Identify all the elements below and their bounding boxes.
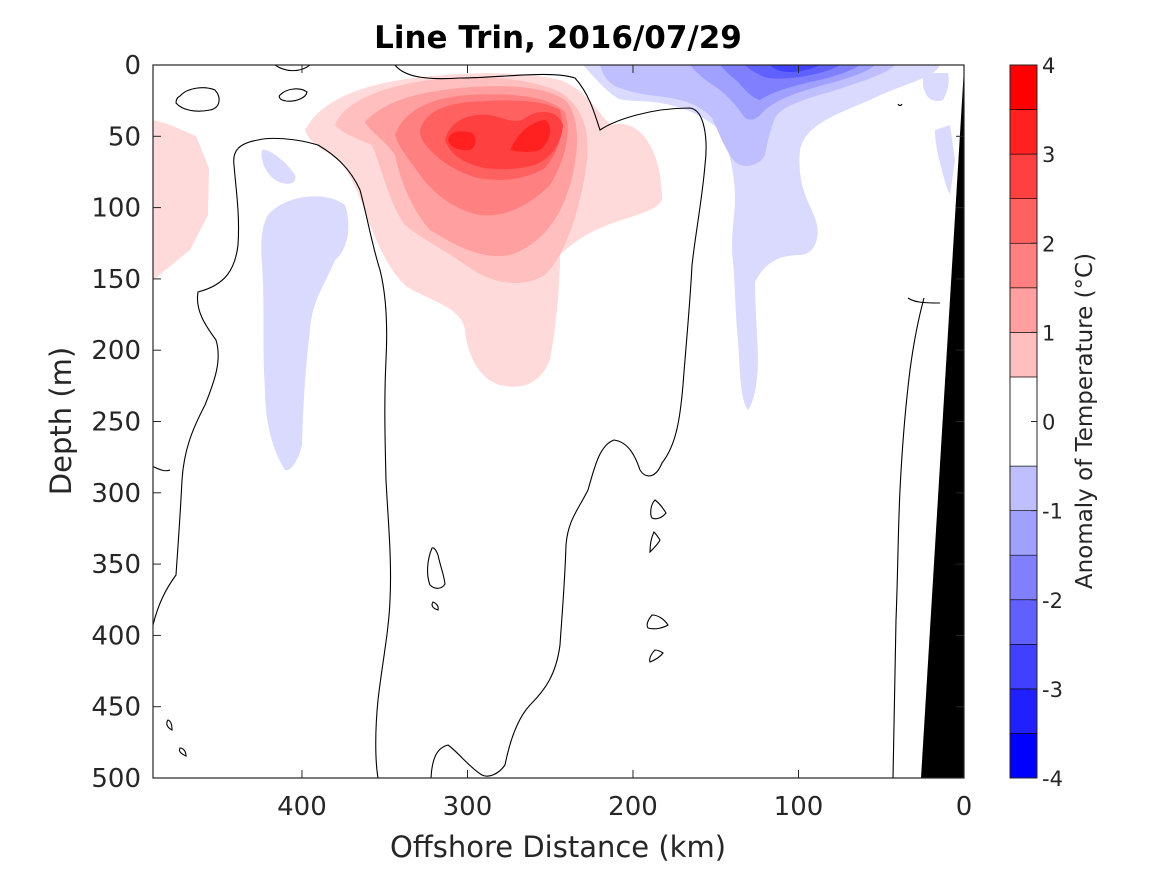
zero-contour-16 [178,747,187,757]
zero-contour-5 [907,297,941,304]
zero-contour-1 [274,65,311,72]
zero-contour-7 [175,87,220,112]
contour-fills [153,65,955,471]
x-tick-label-100: 100 [774,792,824,822]
y-axis-label: Depth (m) [44,347,78,495]
x-tick-label-0: 0 [956,792,973,822]
colorbar-tick-label--1: -1 [1042,500,1063,524]
cold-column-offshore [261,196,349,471]
zero-contour-9 [650,499,667,520]
y-tick-label-0: 0 [124,51,141,81]
colorbar-band-4 [1009,599,1038,645]
y-tick-label-200: 200 [91,336,141,366]
zero-contour-11 [646,614,669,630]
y-tick-label-150: 150 [91,265,141,295]
colorbar-tick-label-0: 0 [1042,411,1055,435]
colorbar-band-6 [1009,510,1038,556]
colorbar-band-14 [1009,109,1038,155]
colorbar: 4 3 2 1 0 -1 -2 -3 -4 [1009,54,1063,791]
zero-contour-4 [153,465,171,472]
axis-ticks: 400 300 200 100 0 0 50 100 150 200 250 300 350 400 450… [91,51,972,822]
zero-contour-10 [649,531,661,554]
x-tick-label-300: 300 [443,792,493,822]
warm-core-max-west [448,131,476,151]
warm-core-max-east [510,120,551,152]
colorbar-band-top [1009,64,1038,110]
zero-contour-3 [153,137,392,778]
y-tick-label-450: 450 [91,693,141,723]
zero-contour-6 [892,297,925,778]
colorbar-tick-label-2: 2 [1042,232,1055,256]
y-tick-label-50: 50 [108,122,141,152]
colorbar-label: Anomaly of Temperature (°C) [1072,253,1098,589]
colorbar-tick-label-1: 1 [1042,321,1055,345]
colorbar-band-11 [1009,242,1038,289]
zero-contour-12 [649,649,664,663]
cold-nearshore-band [583,65,940,410]
cold-patch-coastal-upper [922,73,949,102]
zero-contour-14 [431,601,439,611]
zero-contour-lines [153,65,941,778]
x-axis-label: Offshore Distance (km) [390,830,726,864]
colorbar-band-12 [1009,198,1038,244]
x-tick-label-200: 200 [608,792,658,822]
y-tick-label-300: 300 [91,479,141,509]
y-tick-label-100: 100 [91,194,141,224]
y-tick-label-250: 250 [91,408,141,438]
zero-contour-8 [278,88,308,102]
colorbar-tick-label--4: -4 [1042,767,1063,791]
colorbar-band-9 [1009,332,1038,378]
colorbar-band-5 [1009,554,1038,601]
y-tick-label-500: 500 [91,764,141,794]
colorbar-tick-label-4: 4 [1042,54,1055,78]
cold-small-blob [261,149,296,184]
zero-contour-17 [897,103,903,107]
colorbar-band-2 [1009,688,1038,734]
warm-offshore-patch [153,120,209,280]
y-tick-label-400: 400 [91,621,141,651]
colorbar-band-3 [1009,644,1038,690]
chart-title: Line Trin, 2016/07/29 [374,20,742,56]
colorbar-tick-label-3: 3 [1042,143,1055,167]
cold-patch-coastal-lower [935,125,955,195]
colorbar-band-13 [1009,153,1038,199]
colorbar-tick-label--2: -2 [1042,589,1063,613]
zero-contour-15 [166,719,173,731]
x-tick-label-400: 400 [277,792,327,822]
zero-contour-13 [427,547,446,589]
zero-contour-2 [394,65,707,778]
y-tick-label-350: 350 [91,550,141,580]
colorbar-tick-label--3: -3 [1042,678,1063,702]
bathymetry-mask [921,68,964,778]
colorbar-band-1 [1009,733,1038,779]
cold-nearshore-level-6 [770,65,820,72]
colorbar-band-7 [1009,465,1038,511]
colorbar-band-10 [1009,287,1038,333]
cold-nearshore-level-4 [720,65,860,100]
